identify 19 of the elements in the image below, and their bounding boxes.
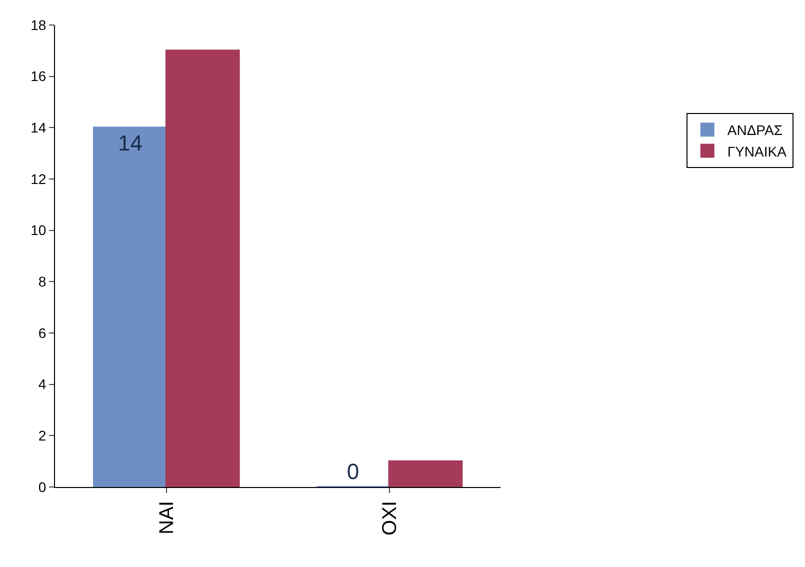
legend-label: ΓΥΝΑΙΚΑ <box>727 143 788 160</box>
y-tick-label: 12 <box>30 170 46 187</box>
bar <box>93 126 168 487</box>
y-tick-label: 14 <box>30 120 46 136</box>
y-tick-label: 2 <box>38 428 46 444</box>
legend-label: ΑΝΔΡΑΣ <box>727 122 783 138</box>
bar <box>388 460 463 487</box>
y-tick-label: 4 <box>38 376 46 392</box>
y-tick-label: 18 <box>30 16 46 33</box>
data-label: 14 <box>118 130 142 156</box>
y-tick-label: 6 <box>38 324 46 341</box>
y-tick-label: 16 <box>30 68 46 84</box>
data-label: 0 <box>346 459 360 484</box>
y-tick-label: 8 <box>38 274 46 290</box>
x-tick-label: ΝΑΙ <box>156 501 178 534</box>
y-tick-label: 10 <box>30 222 46 238</box>
y-tick-label: 0 <box>38 478 46 495</box>
bar <box>165 50 240 487</box>
x-tick-label: ΟΧΙ <box>378 501 401 536</box>
